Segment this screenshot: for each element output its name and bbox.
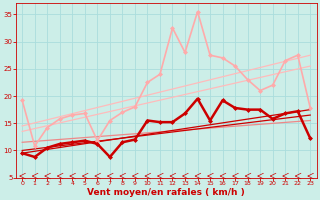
X-axis label: Vent moyen/en rafales ( km/h ): Vent moyen/en rafales ( km/h ) bbox=[87, 188, 245, 197]
